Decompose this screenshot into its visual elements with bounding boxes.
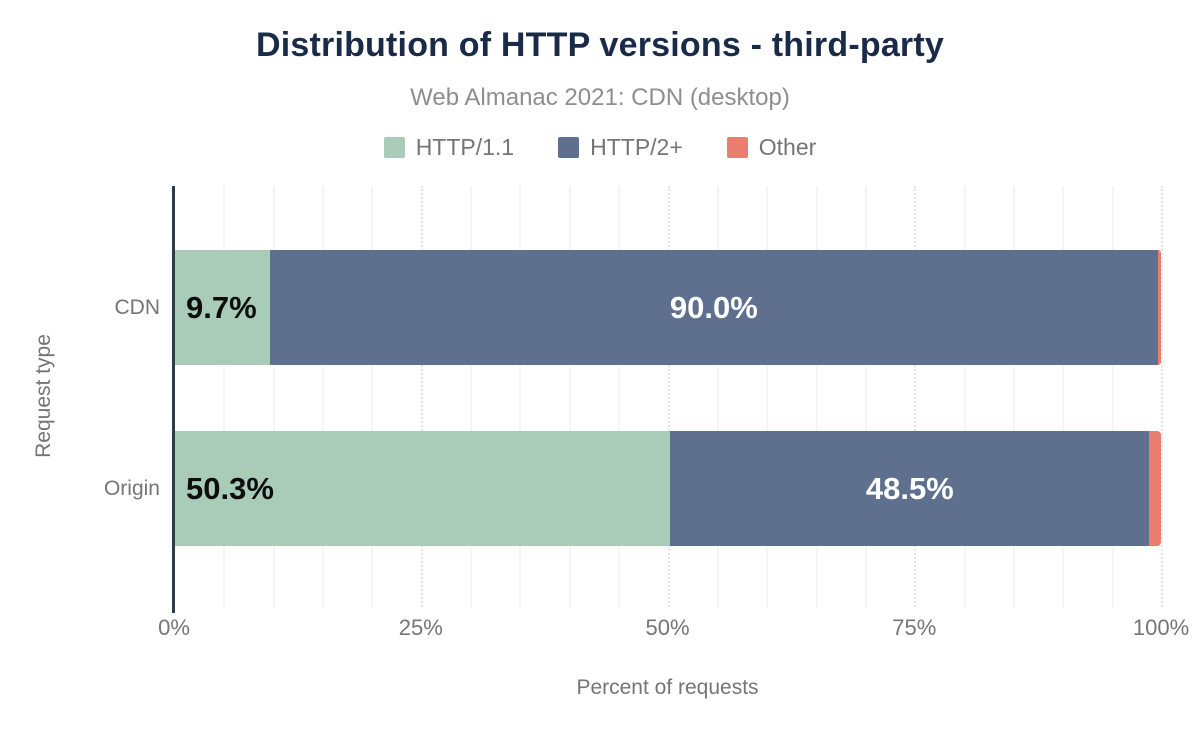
- legend-swatch-icon: [726, 137, 748, 158]
- legend: HTTP/1.1 HTTP/2+ Other: [0, 134, 1200, 161]
- bar-row-origin: 50.3% 48.5%: [174, 431, 1161, 546]
- gridline-minor-85: [1012, 186, 1015, 607]
- y-axis-line: [172, 186, 175, 613]
- gridline-minor-60: [766, 186, 769, 607]
- gridline-minor-95: [1111, 186, 1114, 607]
- gridline-minor-55: [716, 186, 719, 607]
- gridline-major-75: [914, 186, 917, 607]
- gridline-minor-10: [272, 186, 275, 607]
- bar-row-cdn: 9.7% 90.0%: [174, 250, 1161, 365]
- gridline-minor-45: [618, 186, 621, 607]
- bar-value-label: 50.3%: [186, 470, 274, 506]
- legend-item-http2: HTTP/2+: [558, 134, 683, 161]
- legend-label: Other: [758, 134, 817, 160]
- bar-segment-cdn-other: [1158, 250, 1161, 365]
- legend-label: HTTP/2+: [590, 134, 683, 160]
- bar-segment-origin-http2: 48.5%: [670, 431, 1150, 546]
- gridline-minor-35: [519, 186, 522, 607]
- category-label-cdn: CDN: [114, 295, 161, 319]
- gridline-minor-15: [322, 186, 325, 607]
- x-tick-50: 50%: [645, 615, 690, 640]
- plot-area: 9.7% 90.0% 50.3% 48.5%: [172, 186, 1163, 613]
- gridline-minor-65: [815, 186, 818, 607]
- legend-swatch-icon: [558, 137, 580, 158]
- legend-item-other: Other: [726, 134, 817, 161]
- gridline-minor-5: [223, 186, 226, 607]
- x-tick-25: 25%: [398, 615, 443, 640]
- legend-item-http11: HTTP/1.1: [383, 134, 515, 161]
- chart-subtitle: Web Almanac 2021: CDN (desktop): [410, 84, 790, 111]
- legend-swatch-icon: [383, 137, 405, 158]
- bar-segment-cdn-http11: 9.7%: [174, 250, 270, 365]
- gridline-minor-20: [371, 186, 374, 607]
- category-label-origin: Origin: [103, 476, 160, 500]
- gridline-minor-80: [963, 186, 966, 607]
- x-tick-100: 100%: [1132, 615, 1190, 640]
- x-axis-title: Percent of requests: [576, 676, 759, 699]
- gridline-minor-90: [1062, 186, 1065, 607]
- gridline-major-50: [667, 186, 670, 607]
- bar-value-label: 90.0%: [669, 289, 758, 325]
- chart-title: Distribution of HTTP versions - third-pa…: [255, 26, 944, 64]
- gridline-minor-30: [470, 186, 473, 607]
- x-tick-0: 0%: [158, 615, 190, 640]
- bar-value-label: 9.7%: [186, 289, 257, 325]
- gridline-major-25: [420, 186, 423, 607]
- bar-segment-cdn-http2: 90.0%: [269, 250, 1159, 365]
- legend-label: HTTP/1.1: [415, 134, 515, 160]
- y-axis-title: Request type: [32, 334, 55, 458]
- bar-segment-origin-http11: 50.3%: [174, 431, 671, 546]
- gridline-minor-40: [568, 186, 571, 607]
- bar-value-label: 48.5%: [865, 470, 954, 506]
- x-tick-75: 75%: [892, 615, 937, 640]
- gridline-minor-70: [864, 186, 867, 607]
- bar-segment-origin-other: [1149, 431, 1161, 546]
- gridline-major-100: [1161, 186, 1163, 607]
